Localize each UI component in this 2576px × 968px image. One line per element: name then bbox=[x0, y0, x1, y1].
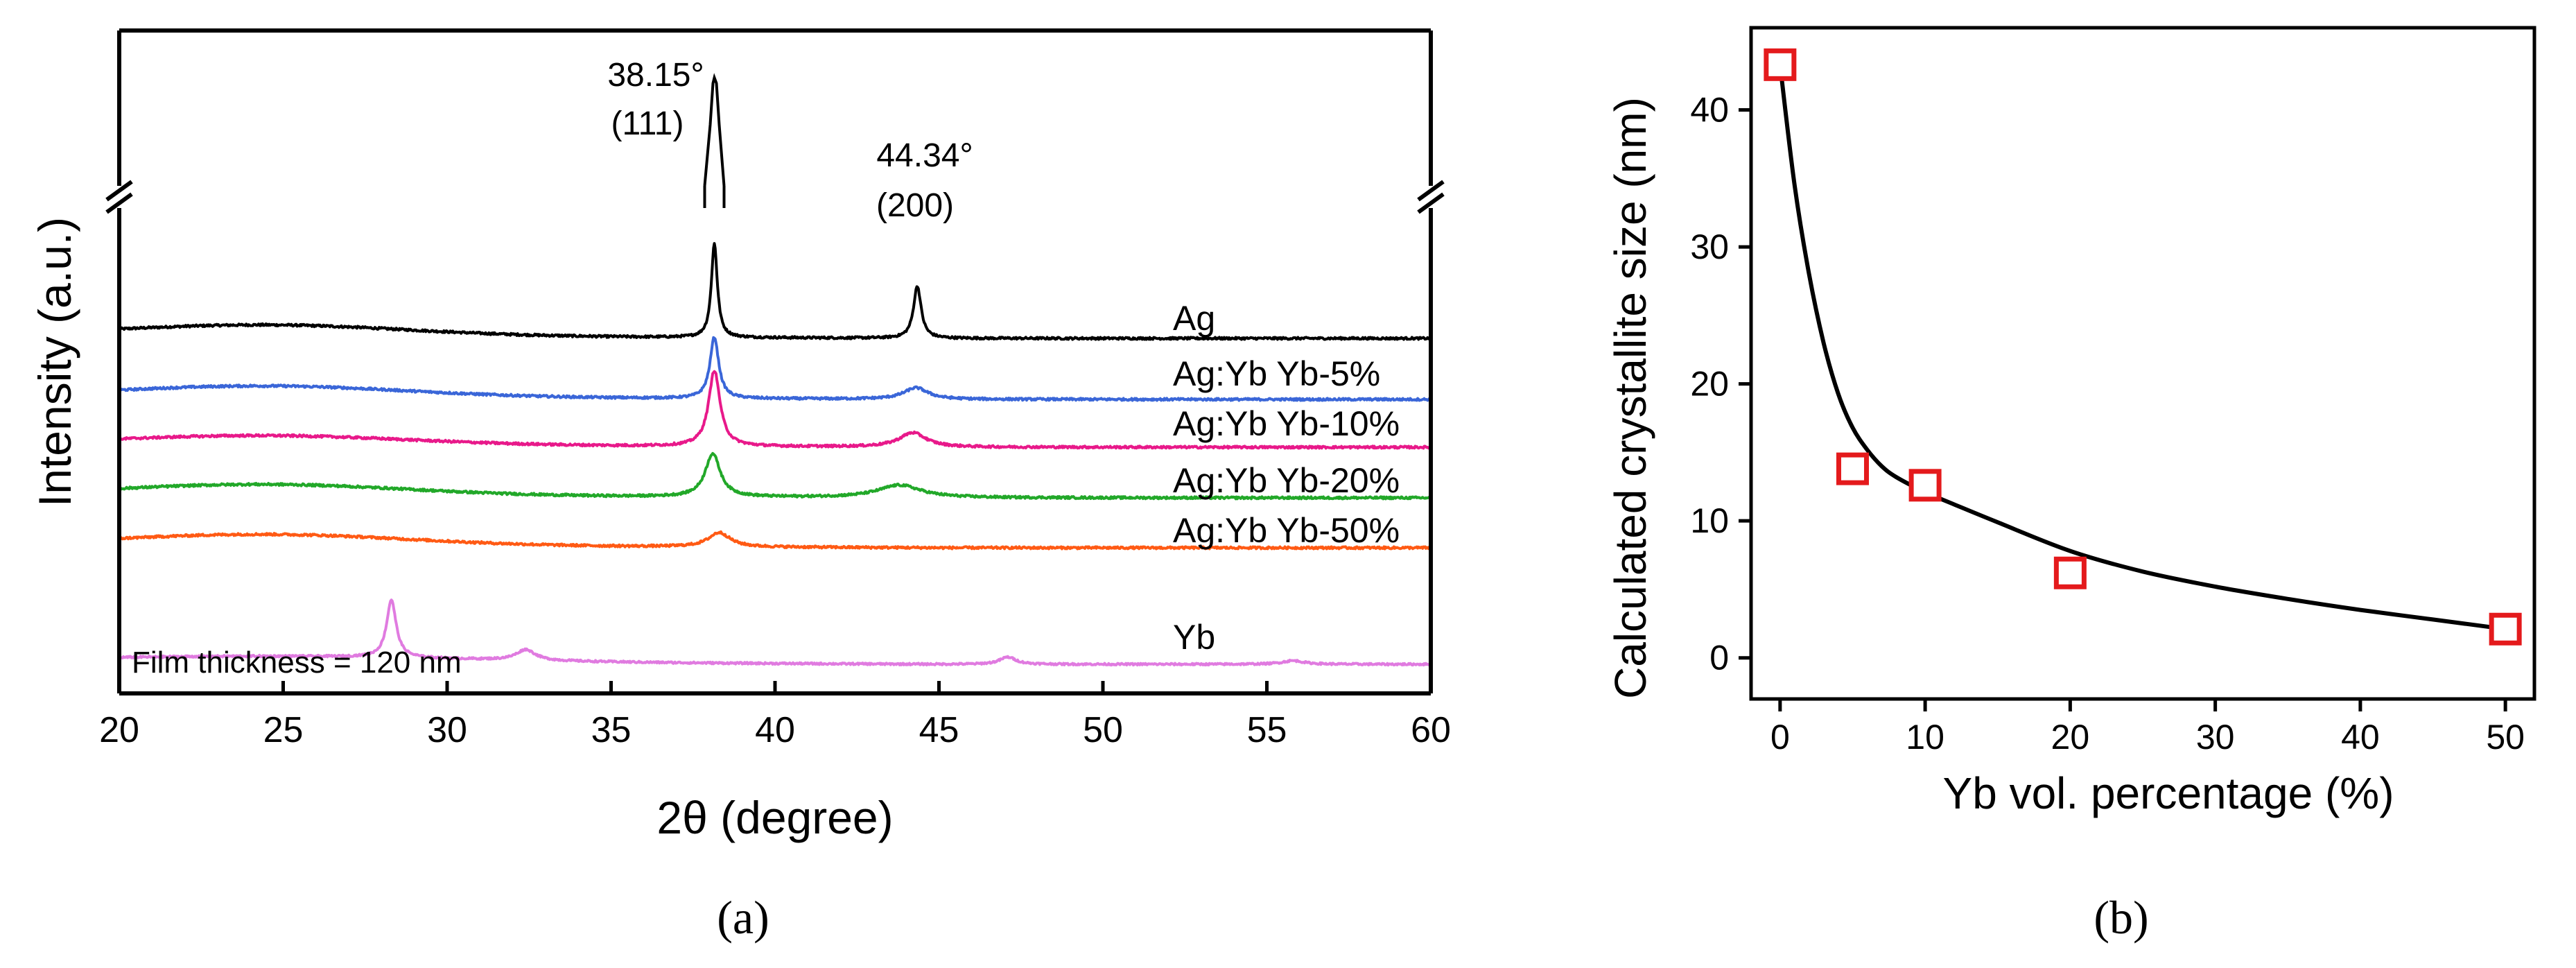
x-tick-label-20: 20 bbox=[99, 710, 139, 750]
peak-200-plane: (200) bbox=[876, 187, 954, 224]
x-tick-label-30: 30 bbox=[427, 710, 467, 750]
x-tick-label-25: 25 bbox=[263, 710, 304, 750]
right-break-mark-2 bbox=[1417, 192, 1445, 214]
plot-frame bbox=[117, 28, 1433, 695]
series-line-6 bbox=[119, 598, 1432, 667]
x-tick-label-55: 55 bbox=[1247, 710, 1287, 750]
series-line-4 bbox=[119, 451, 1432, 501]
x-tick-label-50: 50 bbox=[1083, 710, 1123, 750]
data-point-20 bbox=[2053, 556, 2087, 589]
series-line-1 bbox=[118, 242, 1432, 341]
legend-label-ag: Ag bbox=[1173, 299, 1215, 338]
data-point-5 bbox=[1836, 452, 1869, 485]
x-tick-label-60: 60 bbox=[1411, 710, 1451, 750]
b-y-tick-label-30: 30 bbox=[1690, 227, 1729, 266]
x-ticks: 20 25 30 35 40 45 50 55 60 bbox=[99, 681, 1451, 750]
peak-111-plane: (111) bbox=[611, 105, 684, 142]
xrd-series-group bbox=[118, 73, 1432, 667]
series-line-5 bbox=[119, 530, 1432, 551]
left-break-mark-2 bbox=[105, 192, 133, 214]
b-x-tick-label-50: 50 bbox=[2486, 718, 2525, 757]
y-axis-label: Intensity (a.u.) bbox=[29, 217, 80, 507]
data-point-0 bbox=[1764, 48, 1797, 81]
x-tick-label-45: 45 bbox=[919, 710, 959, 750]
peak-200-angle: 44.34° bbox=[876, 137, 973, 174]
b-y-tick-label-40: 40 bbox=[1690, 91, 1729, 130]
legend-label-yb: Yb bbox=[1173, 618, 1215, 657]
b-x-tick-label-20: 20 bbox=[2051, 718, 2090, 757]
b-x-tick-label-0: 0 bbox=[1770, 718, 1790, 757]
plot-frame-rect bbox=[1749, 26, 2536, 701]
panel-b-crystallite-chart: 0 10 20 30 40 50 0 10 20 30 40 Yb vol. percentage … bbox=[1605, 26, 2536, 944]
axis-break-marks bbox=[105, 180, 1445, 214]
panel-a-xrd-chart: 20 25 30 35 40 45 50 55 60 2θ (degree) Intensity… bbox=[29, 28, 1451, 944]
peak-111-angle: 38.15° bbox=[607, 57, 704, 94]
series-line-3 bbox=[118, 370, 1432, 450]
film-thickness-note: Film thickness = 120 nm bbox=[132, 646, 462, 680]
y-axis-label-b: Calculated crystallite size (nm) bbox=[1605, 97, 1655, 699]
data-point-10 bbox=[1908, 469, 1942, 502]
b-x-tick-label-40: 40 bbox=[2341, 718, 2380, 757]
data-point-50 bbox=[2489, 612, 2522, 646]
ag-111-peak-join bbox=[703, 186, 726, 208]
ag-111-peak-top bbox=[703, 73, 726, 187]
panel-b-caption: (b) bbox=[2094, 891, 2148, 944]
fit-curve bbox=[1777, 64, 2506, 632]
legend-label-yb20: Ag:Yb Yb-20% bbox=[1173, 461, 1400, 500]
b-y-tick-label-0: 0 bbox=[1709, 639, 1729, 677]
panel-a-caption: (a) bbox=[717, 891, 769, 944]
legend-label-yb50: Ag:Yb Yb-50% bbox=[1173, 511, 1400, 550]
x-axis-label-b: Yb vol. percentage (%) bbox=[1943, 768, 2394, 818]
x-axis-label: 2θ (degree) bbox=[656, 792, 893, 843]
b-y-tick-label-10: 10 bbox=[1690, 501, 1729, 540]
legend-label-yb10: Ag:Yb Yb-10% bbox=[1173, 404, 1400, 443]
plot-frame-b bbox=[1749, 26, 2536, 701]
data-points bbox=[1764, 48, 2522, 646]
b-x-tick-label-30: 30 bbox=[2196, 718, 2235, 757]
left-break-mark-1 bbox=[105, 180, 133, 202]
b-x-tick-label-10: 10 bbox=[1906, 718, 1944, 757]
legend-label-yb5: Ag:Yb Yb-5% bbox=[1173, 354, 1380, 393]
series-line-2 bbox=[119, 336, 1432, 402]
axis-ticks-b: 0 10 20 30 40 50 0 10 20 30 40 bbox=[1690, 91, 2525, 757]
b-y-tick-label-20: 20 bbox=[1690, 365, 1729, 404]
right-break-mark-1 bbox=[1417, 180, 1445, 202]
x-tick-label-40: 40 bbox=[755, 710, 795, 750]
x-tick-label-35: 35 bbox=[591, 710, 632, 750]
